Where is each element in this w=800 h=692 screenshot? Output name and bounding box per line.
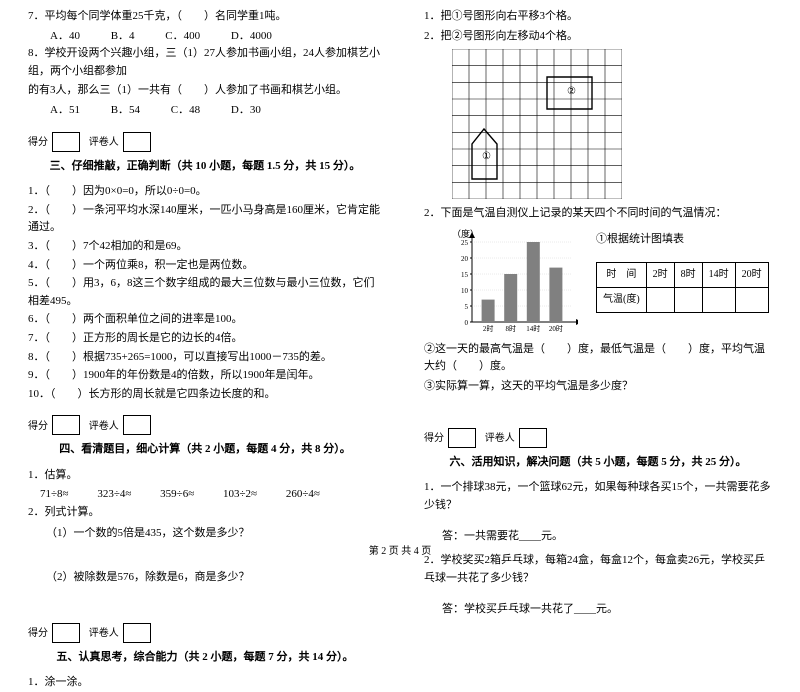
score-label-b5: 评卷人 xyxy=(89,628,119,639)
q8-options: A．51 B．54 C．48 D．30 xyxy=(28,102,382,120)
q4-2b: （2）被除数是576，除数是6，商是多少？ xyxy=(28,569,382,587)
section-5-title: 五、认真思考，综合能力（共 2 小题，每题 7 分，共 14 分）。 xyxy=(28,649,382,667)
est-2: 323÷4≈ xyxy=(97,488,131,500)
tf-3: 3．（ ）7个42相加的和是69。 xyxy=(28,238,382,256)
translation-grid: ①② xyxy=(452,49,622,199)
grader-box-6 xyxy=(519,428,547,448)
q8-text-a: 8．学校开设两个兴趣小组，三（1）27人参加书画小组，24人参加棋艺小组，两个小… xyxy=(28,45,382,80)
tf-9: 9．（ ）1900年的年份数是4的倍数，所以1900年是闰年。 xyxy=(28,367,382,385)
svg-text:14时: 14时 xyxy=(526,324,540,333)
q7-text: 7．平均每个同学体重25千克，（ ）名同学重1吨。 xyxy=(28,8,382,26)
q7-opt-d: D．4000 xyxy=(231,30,272,42)
grader-box-4 xyxy=(123,415,151,435)
q4-1: 1．估算。 xyxy=(28,467,382,485)
score-box xyxy=(52,132,80,152)
score-label-a6: 得分 xyxy=(424,433,444,444)
q7-options: A．40 B．4 C．400 D．4000 xyxy=(28,28,382,46)
q6-2-ans: 答：学校买乒乓球一共花了____元。 xyxy=(424,601,772,619)
q8-text-b: 的有3人，那么三（1）一共有（ ）人参加了书画和棋艺小组。 xyxy=(28,82,382,100)
score-label-b6: 评卷人 xyxy=(485,433,515,444)
tf-5: 5．（ ）用3，6，8这三个数字组成的最大三位数与最小三位数，它们相差495。 xyxy=(28,275,382,310)
score-row-3: 得分 评卷人 xyxy=(28,132,382,152)
page-footer: 第 2 页 共 4 页 xyxy=(0,542,800,557)
shift-1: 1．把①号图形向右平移3个格。 xyxy=(424,8,772,26)
temperature-chart: （度） 0 5 10 15 20 25 2时 8时 14时 20时 xyxy=(448,227,578,337)
tf-10: 10．（ ）长方形的周长就是它四条边长度的和。 xyxy=(28,386,382,404)
svg-text:20: 20 xyxy=(461,255,469,263)
svg-text:15: 15 xyxy=(461,271,469,279)
th-14: 14时 xyxy=(702,263,735,288)
score-box-5 xyxy=(52,623,80,643)
q4-2a: （1）一个数的5倍是435，这个数是多少？ xyxy=(28,525,382,543)
score-label-b: 评卷人 xyxy=(89,137,119,148)
score-box-6 xyxy=(448,428,476,448)
grader-box xyxy=(123,132,151,152)
q8-opt-c: C．48 xyxy=(171,104,200,116)
tf-8: 8．（ ）根据735+265=1000，可以直接写出1000－735的差。 xyxy=(28,349,382,367)
est-4: 103÷2≈ xyxy=(223,488,257,500)
svg-text:10: 10 xyxy=(461,287,469,295)
svg-text:0: 0 xyxy=(465,319,469,327)
svg-text:①: ① xyxy=(482,151,491,162)
tf-2: 2．（ ）一条河平均水深140厘米，一匹小马身高是160厘米，它肯定能通过。 xyxy=(28,202,382,237)
tf-6: 6．（ ）两个面积单位之间的进率是100。 xyxy=(28,311,382,329)
grader-box-5 xyxy=(123,623,151,643)
score-label-b4: 评卷人 xyxy=(89,421,119,432)
q8-opt-a: A．51 xyxy=(50,104,80,116)
score-row-4: 得分 评卷人 xyxy=(28,415,382,435)
q6-2: 2．学校奖买2箱乒乓球，每箱24盒，每盒12个，每盒卖26元，学校买乒乓球一共花… xyxy=(424,552,772,587)
svg-text:5: 5 xyxy=(465,303,469,311)
tf-4: 4．（ ）一个两位乘8，积一定也是两位数。 xyxy=(28,257,382,275)
est-3: 359÷6≈ xyxy=(160,488,194,500)
q8-opt-d: D．30 xyxy=(231,104,261,116)
section-3-title: 三、仔细推敲，正确判断（共 10 小题，每题 1.5 分，共 15 分）。 xyxy=(28,158,382,176)
cell-4 xyxy=(735,288,768,313)
q7-opt-c: C．400 xyxy=(165,30,200,42)
q6-1: 1．一个排球38元，一个篮球62元，如果每种球各买15个，一共需要花多少钱？ xyxy=(424,479,772,514)
q2-text: 2．下面是气温自测仪上记录的某天四个不同时间的气温情况： xyxy=(424,205,772,223)
th-20: 20时 xyxy=(735,263,768,288)
score-box-4 xyxy=(52,415,80,435)
svg-text:25: 25 xyxy=(461,239,469,247)
section-6-title: 六、活用知识，解决问题（共 5 小题，每题 5 分，共 25 分）。 xyxy=(424,454,772,472)
cell-1 xyxy=(646,288,674,313)
q7-opt-b: B．4 xyxy=(111,30,135,42)
q4-2: 2．列式计算。 xyxy=(28,504,382,522)
svg-text:②: ② xyxy=(567,86,576,97)
score-row-5: 得分 评卷人 xyxy=(28,623,382,643)
est-5: 260÷4≈ xyxy=(286,488,320,500)
cell-2 xyxy=(674,288,702,313)
th-8: 8时 xyxy=(674,263,702,288)
q2c: ③实际算一算，这天的平均气温是多少度？ xyxy=(424,378,772,396)
tf-7: 7．（ ）正方形的周长是它的边长的4倍。 xyxy=(28,330,382,348)
temperature-table: 时 间 2时 8时 14时 20时 气温(度) xyxy=(596,262,769,313)
tf-1: 1．（ ）因为0×0=0，所以0÷0=0。 xyxy=(28,183,382,201)
q5-1: 1．涂一涂。 xyxy=(28,674,382,692)
section-4-title: 四、看清题目，细心计算（共 2 小题，每题 4 分，共 8 分）。 xyxy=(28,441,382,459)
fill-table-label: ①根据统计图填表 xyxy=(596,231,769,249)
svg-text:（度）: （度） xyxy=(452,228,479,239)
svg-text:8时: 8时 xyxy=(505,324,516,333)
cell-3 xyxy=(702,288,735,313)
q7-opt-a: A．40 xyxy=(50,30,80,42)
th-2: 2时 xyxy=(646,263,674,288)
score-label-a: 得分 xyxy=(28,137,48,148)
estimate-row: 71÷8≈ 323÷4≈ 359÷6≈ 103÷2≈ 260÷4≈ xyxy=(28,486,382,504)
svg-text:20时: 20时 xyxy=(549,324,563,333)
svg-text:2时: 2时 xyxy=(483,324,494,333)
score-row-6: 得分 评卷人 xyxy=(424,428,772,448)
th-time: 时 间 xyxy=(597,263,647,288)
score-label-a5: 得分 xyxy=(28,628,48,639)
shift-2: 2．把②号图形向左移动4个格。 xyxy=(424,28,772,46)
tr-temp: 气温(度) xyxy=(597,288,647,313)
score-label-a4: 得分 xyxy=(28,421,48,432)
q2b: ②这一天的最高气温是（ ）度，最低气温是（ ）度，平均气温大约（ ）度。 xyxy=(424,341,772,376)
est-1: 71÷8≈ xyxy=(40,488,69,500)
true-false-list: 1．（ ）因为0×0=0，所以0÷0=0。 2．（ ）一条河平均水深140厘米，… xyxy=(28,183,382,403)
q8-opt-b: B．54 xyxy=(111,104,140,116)
